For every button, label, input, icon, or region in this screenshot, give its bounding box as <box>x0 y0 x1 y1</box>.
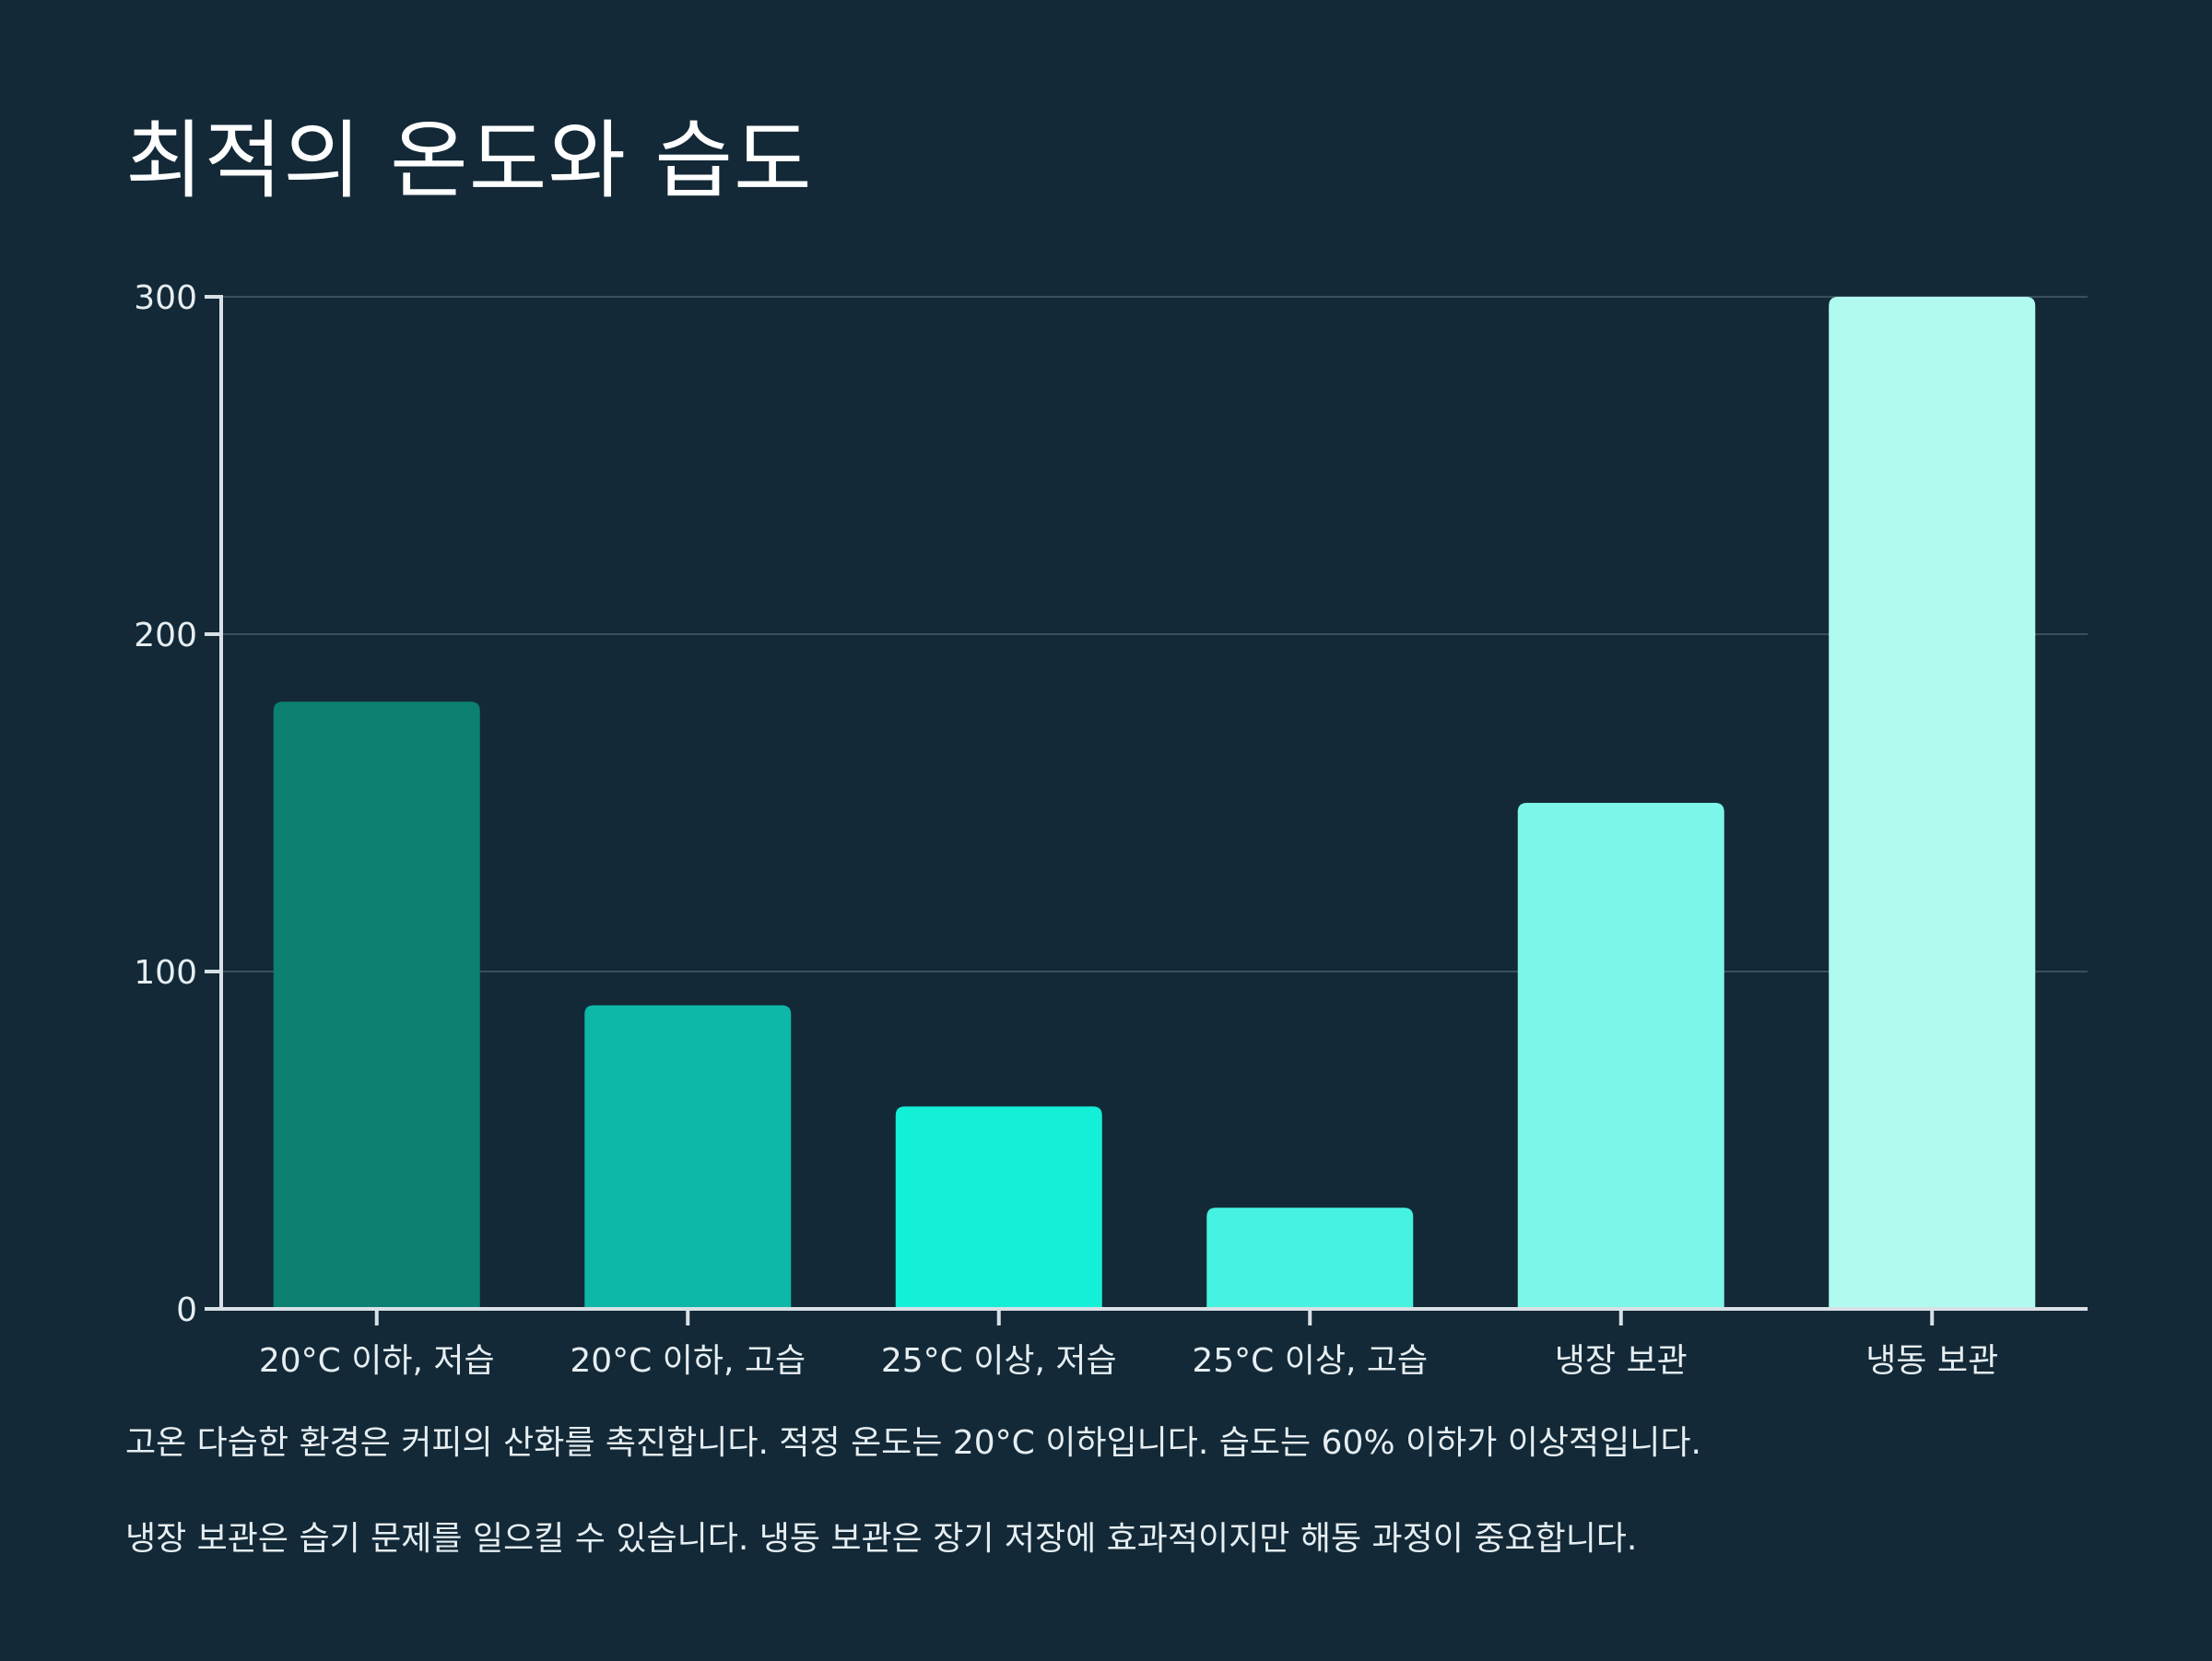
axes <box>219 295 2088 1311</box>
x-tick-label-4: 냉장 보관 <box>1555 1342 1688 1380</box>
note-1: 고온 다습한 환경은 커피의 산화를 촉진합니다. 적정 온도는 20°C 이하… <box>125 1424 1701 1462</box>
y-tick-label-2: 200 <box>134 617 197 654</box>
y-ticks: 0 100 200 300 <box>134 279 221 1329</box>
bars <box>273 297 2036 1309</box>
bar-2 <box>895 1106 1102 1309</box>
y-tick-label-1: 100 <box>134 954 197 992</box>
chart-title: 최적의 온도와 습도 <box>125 112 813 210</box>
note-2: 냉장 보관은 습기 문제를 일으킬 수 있습니다. 냉동 보관은 장기 저장에 … <box>125 1520 1638 1558</box>
y-tick-label-3: 300 <box>134 279 197 317</box>
x-tick-label-3: 25°C 이상, 고습 <box>1192 1342 1428 1380</box>
gridlines <box>221 296 2088 972</box>
x-tick-label-1: 20°C 이하, 고습 <box>570 1342 806 1380</box>
bar-5 <box>1829 297 2036 1309</box>
bar-0 <box>273 701 480 1309</box>
x-ticks: 20°C 이하, 저습 20°C 이하, 고습 25°C 이상, 저습 25°C 이상… <box>259 1309 1998 1380</box>
bar-4 <box>1517 803 1724 1309</box>
x-tick-label-0: 20°C 이하, 저습 <box>259 1342 495 1380</box>
x-tick-label-5: 냉동 보관 <box>1865 1342 1998 1380</box>
bar-3 <box>1206 1207 1414 1309</box>
y-tick-label-0: 0 <box>176 1291 197 1329</box>
bar-1 <box>584 1005 792 1309</box>
x-tick-label-2: 25°C 이상, 저습 <box>881 1342 1117 1380</box>
